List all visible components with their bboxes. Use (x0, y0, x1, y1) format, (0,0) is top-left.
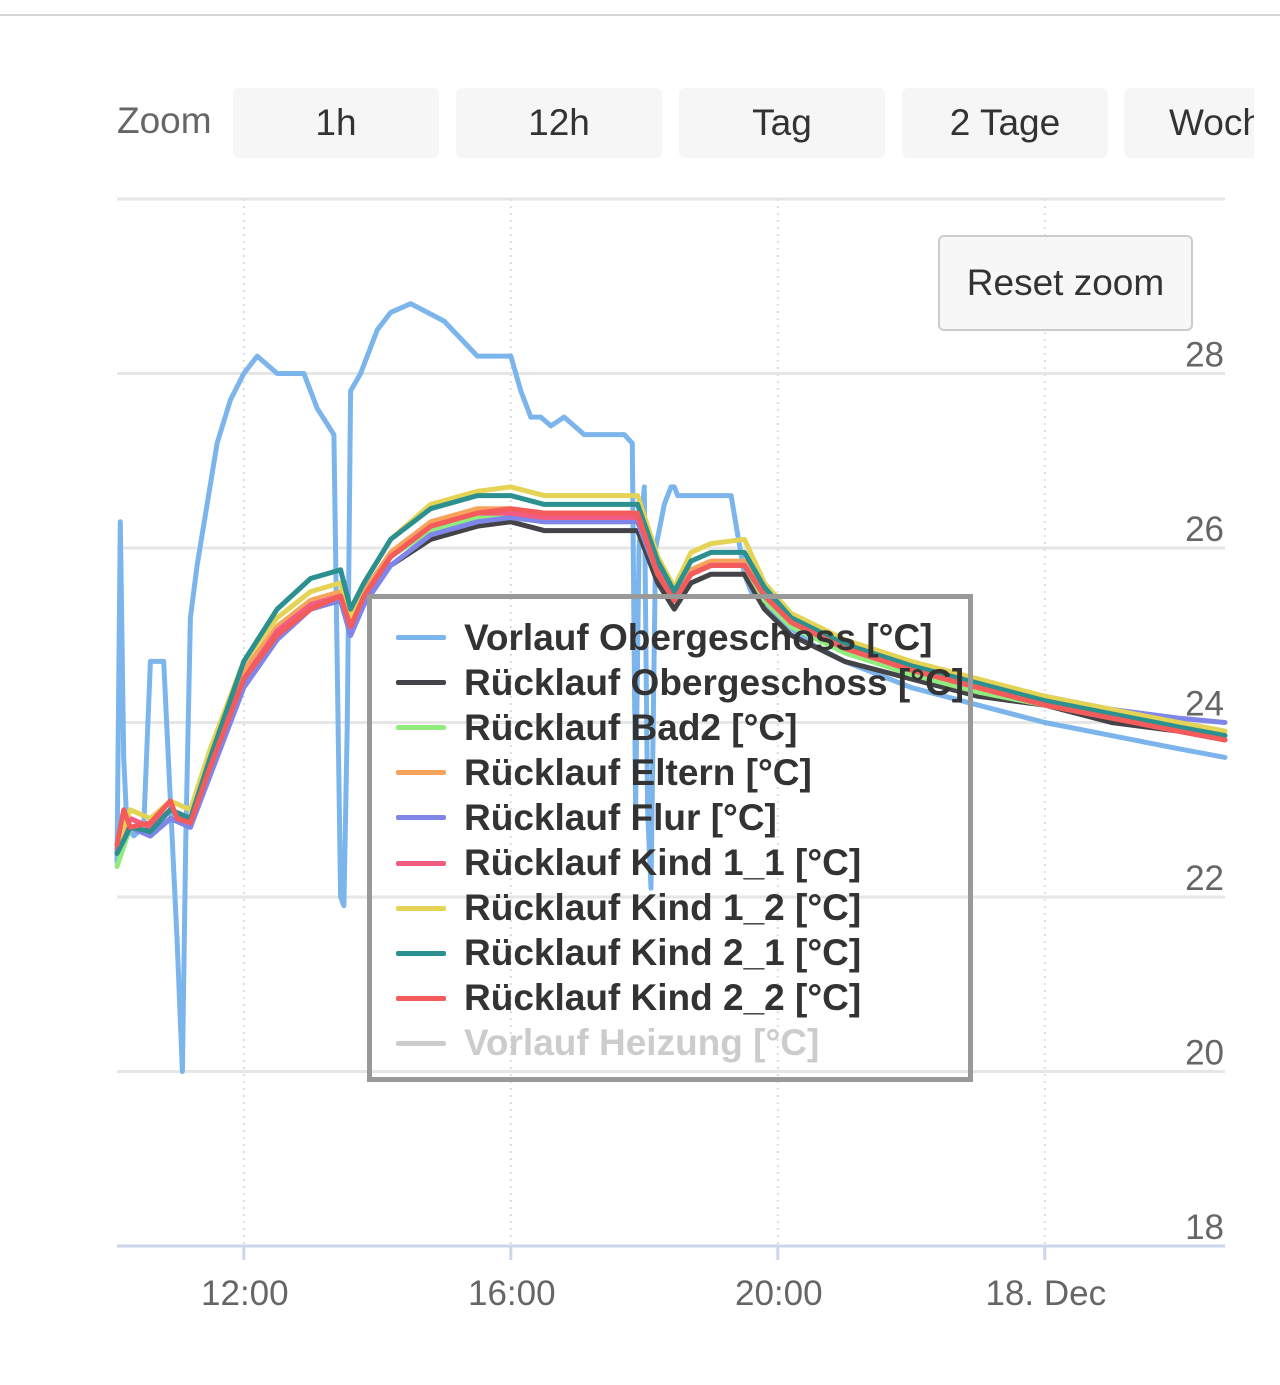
legend-label: Vorlauf Heizung [°C] (464, 1022, 820, 1064)
axis-layer: 18 20 22 24 26 28 12:00 16:00 20:00 18. Dec (117, 336, 1225, 1313)
series-line-0 (114, 301, 1228, 1074)
legend-item[interactable]: Rücklauf Bad2 [°C] (396, 705, 797, 750)
zoom-2-days-button[interactable]: 2 Tage (902, 88, 1108, 158)
x-tick-label: 16:00 (468, 1274, 556, 1313)
legend-swatch (396, 680, 446, 686)
legend-item[interactable]: Rücklauf Kind 2_2 [°C] (396, 976, 861, 1021)
legend-label: Vorlauf Obergeschoss [°C] (464, 616, 933, 658)
legend-label: Rücklauf Kind 1_2 [°C] (464, 887, 862, 929)
legend-swatch (396, 995, 446, 1001)
legend-item[interactable]: Rücklauf Kind 2_1 [°C] (396, 931, 861, 976)
reset-zoom-button[interactable]: Reset zoom (938, 235, 1193, 331)
zoom-week-button-clip: Woche (1124, 88, 1254, 158)
legend-label: Rücklauf Eltern [°C] (464, 751, 812, 793)
series-line-8 (114, 506, 1228, 848)
legend-item[interactable]: Vorlauf Heizung [°C] (396, 1021, 819, 1066)
y-tick-label: 18 (1185, 1208, 1224, 1247)
legend-item[interactable]: Rücklauf Flur [°C] (396, 795, 777, 840)
legend-label: Rücklauf Flur [°C] (464, 796, 777, 838)
legend-swatch (396, 860, 446, 866)
legend-swatch (396, 950, 446, 956)
legend-item[interactable]: Vorlauf Obergeschoss [°C] (396, 615, 932, 660)
y-tick-label: 20 (1185, 1034, 1224, 1073)
legend-swatch (396, 770, 446, 776)
zoom-week-button[interactable]: Woche (1124, 88, 1254, 158)
top-divider (0, 14, 1280, 16)
legend-label: Rücklauf Kind 2_2 [°C] (464, 977, 862, 1019)
legend-swatch (396, 725, 446, 731)
zoom-label: Zoom (117, 100, 212, 141)
legend-swatch (396, 815, 446, 821)
zoom-1h-button[interactable]: 1h (233, 88, 439, 158)
series-layer (114, 301, 1228, 1074)
chart-legend: Vorlauf Obergeschoss [°C] Rücklauf Oberge… (367, 594, 973, 1082)
legend-swatch (396, 1040, 446, 1046)
legend-label: Rücklauf Kind 1_1 [°C] (464, 842, 862, 883)
y-tick-label: 24 (1185, 685, 1224, 724)
legend-item[interactable]: Rücklauf Kind 1_2 [°C] (396, 886, 861, 931)
x-tick-label: 18. Dec (985, 1274, 1106, 1313)
legend-label: Rücklauf Kind 2_1 [°C] (464, 932, 862, 974)
zoom-12h-button[interactable]: 12h (456, 88, 662, 158)
y-tick-label: 22 (1185, 859, 1224, 898)
legend-item[interactable]: Rücklauf Eltern [°C] (396, 750, 812, 795)
legend-swatch (396, 635, 446, 640)
x-tick-label: 20:00 (735, 1274, 823, 1313)
y-tick-label: 26 (1185, 510, 1224, 549)
legend-label: Rücklauf Bad2 [°C] (464, 706, 798, 748)
legend-label: Rücklauf Obergeschoss [°C] (464, 661, 965, 703)
zoom-day-button[interactable]: Tag (679, 88, 885, 158)
series-line-7 (114, 493, 1228, 856)
legend-swatch (396, 905, 446, 911)
x-tick-label: 12:00 (201, 1274, 289, 1313)
legend-item[interactable]: Rücklauf Kind 1_1 [°C] (396, 841, 861, 886)
legend-item[interactable]: Rücklauf Obergeschoss [°C] (396, 660, 964, 705)
y-tick-label: 28 (1185, 336, 1224, 375)
